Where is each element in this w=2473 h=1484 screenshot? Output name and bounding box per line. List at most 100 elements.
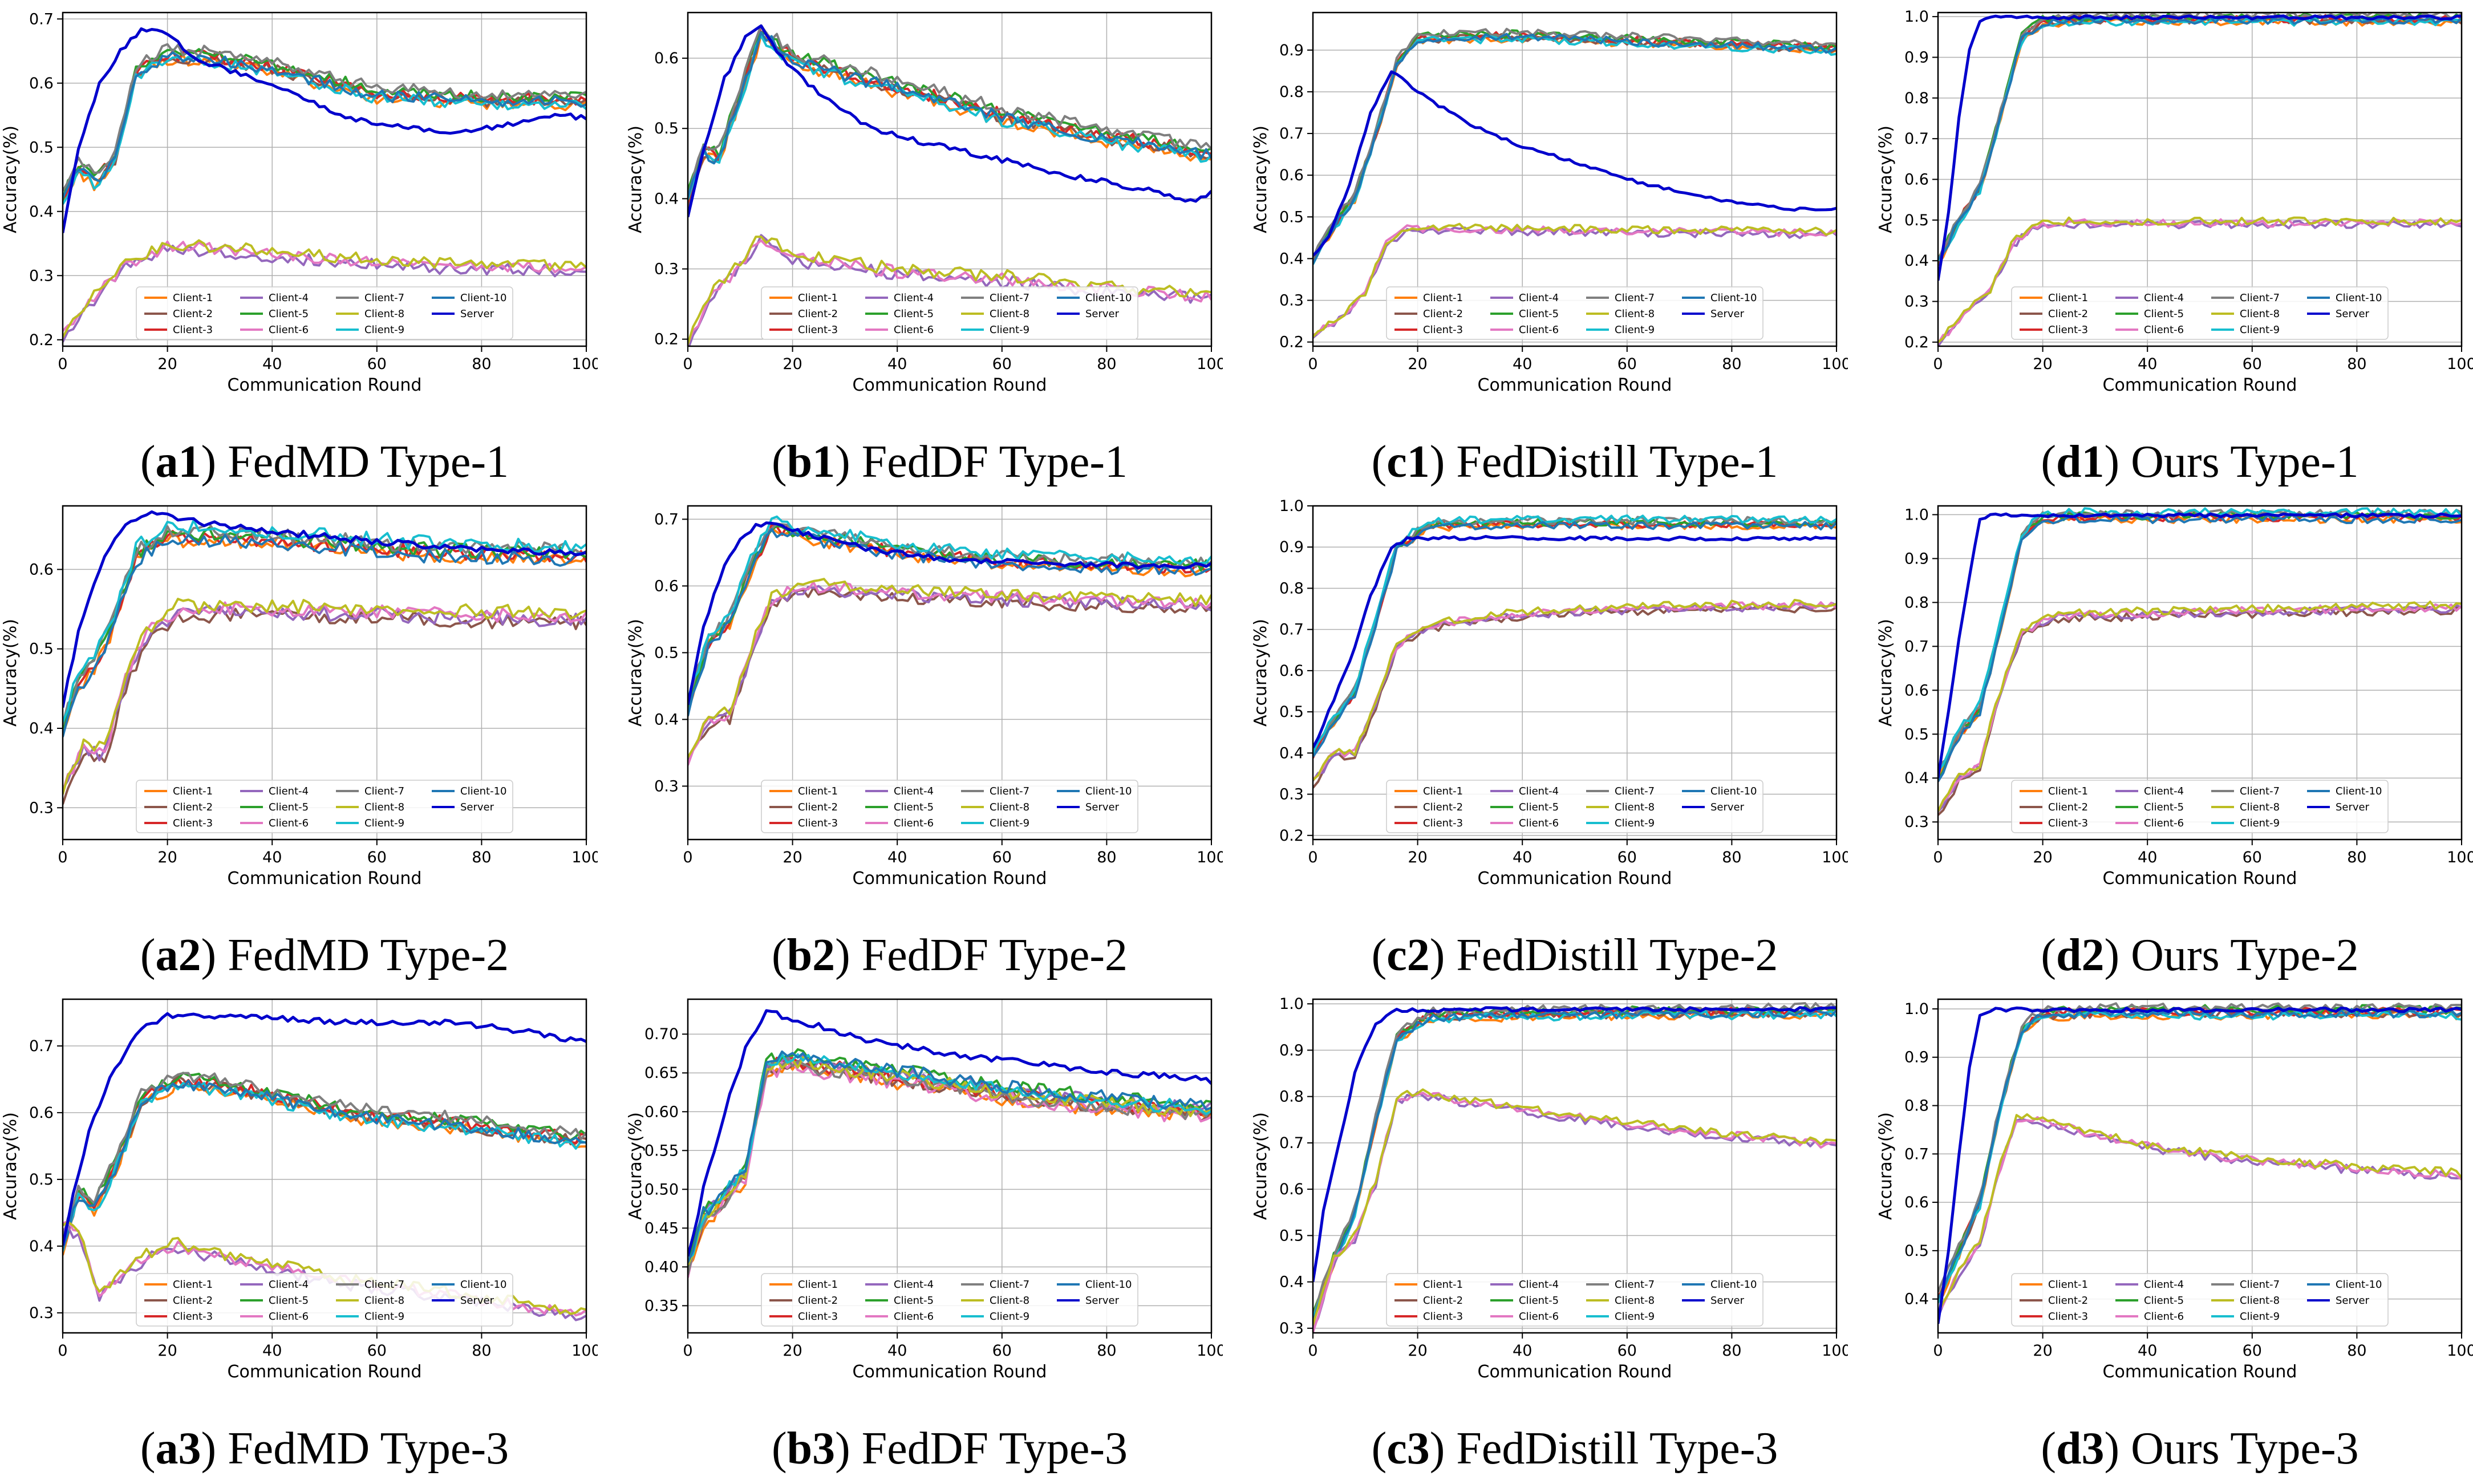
legend-label-client-7: Client-7 — [1615, 292, 1655, 304]
legend-box — [1386, 286, 1763, 340]
caption-text: FedMD Type-2 — [228, 930, 509, 980]
y-tick-label: 1.0 — [1279, 497, 1304, 515]
y-tick-label: 0.6 — [1904, 682, 1929, 699]
legend-label-client-7: Client-7 — [364, 1279, 404, 1291]
chart-panel-b2: 0 20 40 60 80 100 0.3 0.4 0.5 0.6 0.7 Communication… — [626, 505, 1223, 889]
x-tick-label: 80 — [472, 849, 491, 866]
series-line-server — [1938, 1006, 2462, 1324]
legend-label-client-1: Client-1 — [798, 292, 838, 304]
legend-label-client-10: Client-10 — [1710, 785, 1757, 797]
y-axis-label: Accuracy(%) — [1876, 125, 1896, 233]
series-line-client-9 — [688, 515, 1211, 702]
plot-frame — [1312, 505, 1838, 841]
caption-c1: (c1) FedDistill Type-1 — [1371, 437, 1778, 487]
y-tick-label: 0.7 — [1279, 125, 1304, 143]
x-tick-label: 60 — [367, 355, 387, 373]
x-axis-label: Communication Round — [1478, 869, 1672, 889]
series-line-client-10 — [1313, 521, 1836, 758]
legend-label-client-5: Client-5 — [894, 801, 934, 813]
x-tick-label: 0 — [58, 849, 67, 866]
legend-label-client-10: Client-10 — [1710, 1279, 1757, 1291]
legend-label-client-5: Client-5 — [1519, 1295, 1559, 1307]
x-tick-label: 20 — [1408, 849, 1427, 866]
legend-label-client-3: Client-3 — [1423, 817, 1463, 829]
x-tick-label: 0 — [1933, 849, 1943, 866]
x-tick-label: 100 — [1197, 1342, 1223, 1360]
series-line-client-4 — [63, 605, 586, 789]
x-tick-label: 40 — [262, 355, 282, 373]
series-line-client-6 — [63, 601, 586, 793]
x-tick-label: 60 — [2243, 355, 2262, 373]
legend-label-client-8: Client-8 — [2240, 801, 2280, 813]
chart-panel-b3: 0 20 40 60 80 100 0.35 0.40 0.45 0.50 0.55 0.60 0.65… — [626, 998, 1223, 1382]
y-tick-label: 0.7 — [1904, 638, 1929, 655]
y-tick-label: 0.8 — [1904, 90, 1929, 107]
y-tick-label: 0.7 — [29, 1037, 54, 1055]
legend-label-client-2: Client-2 — [798, 801, 838, 813]
legend-label-client-7: Client-7 — [990, 1279, 1029, 1291]
x-tick-label: 20 — [2033, 849, 2052, 866]
series-line-client-8 — [1313, 222, 1836, 338]
series-line-client-5 — [63, 1072, 586, 1239]
series-lines — [688, 1009, 1211, 1278]
chart-panel-c2: 0 20 40 60 80 100 0.2 0.3 0.4 0.5 0.6 0.7 0.8 0.9 1.0 C… — [1251, 497, 1848, 889]
legend-label-client-5: Client-5 — [2144, 308, 2184, 320]
x-tick-label: 100 — [2447, 1342, 2473, 1360]
x-axis-label: Communication Round — [2103, 1362, 2297, 1382]
legend-label-client-6: Client-6 — [1519, 817, 1559, 829]
legend-label-client-10: Client-10 — [2336, 785, 2382, 797]
caption-a1: (a1) FedMD Type-1 — [140, 437, 509, 487]
legend-label-client-4: Client-4 — [894, 292, 934, 304]
series-line-client-6 — [1313, 224, 1836, 336]
legend-label-server: Server — [2336, 801, 2370, 813]
y-tick-label: 0.9 — [1279, 42, 1304, 59]
legend-label-client-9: Client-9 — [1615, 324, 1655, 336]
x-axis-label: Communication Round — [1478, 1362, 1672, 1382]
legend-label-client-10: Client-10 — [2336, 1279, 2382, 1291]
legend-label-client-4: Client-4 — [2144, 785, 2184, 797]
legend-box — [761, 286, 1138, 340]
legend-box — [2011, 780, 2389, 833]
caption-b1: (b1) FedDF Type-1 — [771, 437, 1128, 487]
y-axis-label: Accuracy(%) — [626, 1112, 646, 1220]
legend: Client-1 Client-2 Client-3 Client-4 Client-5… — [761, 286, 1138, 340]
plot-frame — [62, 998, 587, 1334]
legend-label-client-1: Client-1 — [1423, 785, 1463, 797]
y-tick-label: 0.8 — [1904, 1097, 1929, 1115]
legend-label-server: Server — [2336, 308, 2370, 320]
y-tick-label: 0.60 — [644, 1103, 679, 1121]
series-line-client-6 — [1313, 1092, 1836, 1333]
legend-label-client-8: Client-8 — [990, 1295, 1029, 1307]
y-tick-label: 0.3 — [654, 261, 679, 278]
x-tick-label: 0 — [58, 1342, 67, 1360]
y-tick-label: 0.2 — [654, 331, 679, 348]
caption-c2: (c2) FedDistill Type-2 — [1371, 930, 1778, 980]
y-tick-label: 0.7 — [1279, 621, 1304, 639]
x-axis-label: Communication Round — [853, 1362, 1047, 1382]
x-tick-label: 0 — [1933, 1342, 1943, 1360]
y-tick-label: 1.0 — [1279, 995, 1304, 1013]
series-line-client-10 — [688, 528, 1211, 717]
legend-label-client-3: Client-3 — [798, 324, 838, 336]
x-tick-label: 60 — [1617, 849, 1637, 866]
y-tick-label: 1.0 — [1904, 506, 1929, 524]
x-tick-label: 100 — [2447, 849, 2473, 866]
legend-label-client-4: Client-4 — [1519, 292, 1559, 304]
y-tick-label: 0.5 — [29, 1171, 54, 1189]
series-line-client-10 — [1938, 1008, 2462, 1300]
x-tick-label: 20 — [157, 1342, 177, 1360]
legend-label-client-3: Client-3 — [173, 817, 213, 829]
y-axis-label: Accuracy(%) — [1, 619, 21, 727]
legend-label-server: Server — [1710, 308, 1745, 320]
legend-label-client-1: Client-1 — [798, 785, 838, 797]
legend-label-server: Server — [2336, 1295, 2370, 1307]
x-tick-label: 100 — [571, 355, 598, 373]
legend-label-client-9: Client-9 — [2240, 817, 2280, 829]
legend-label-client-1: Client-1 — [2048, 1279, 2088, 1291]
y-tick-label: 0.7 — [1279, 1134, 1304, 1152]
y-tick-label: 0.6 — [29, 75, 54, 92]
y-tick-label: 0.4 — [1279, 250, 1304, 267]
series-line-client-8 — [1938, 1113, 2462, 1313]
legend-label-client-4: Client-4 — [1519, 1279, 1559, 1291]
series-lines — [63, 510, 586, 805]
